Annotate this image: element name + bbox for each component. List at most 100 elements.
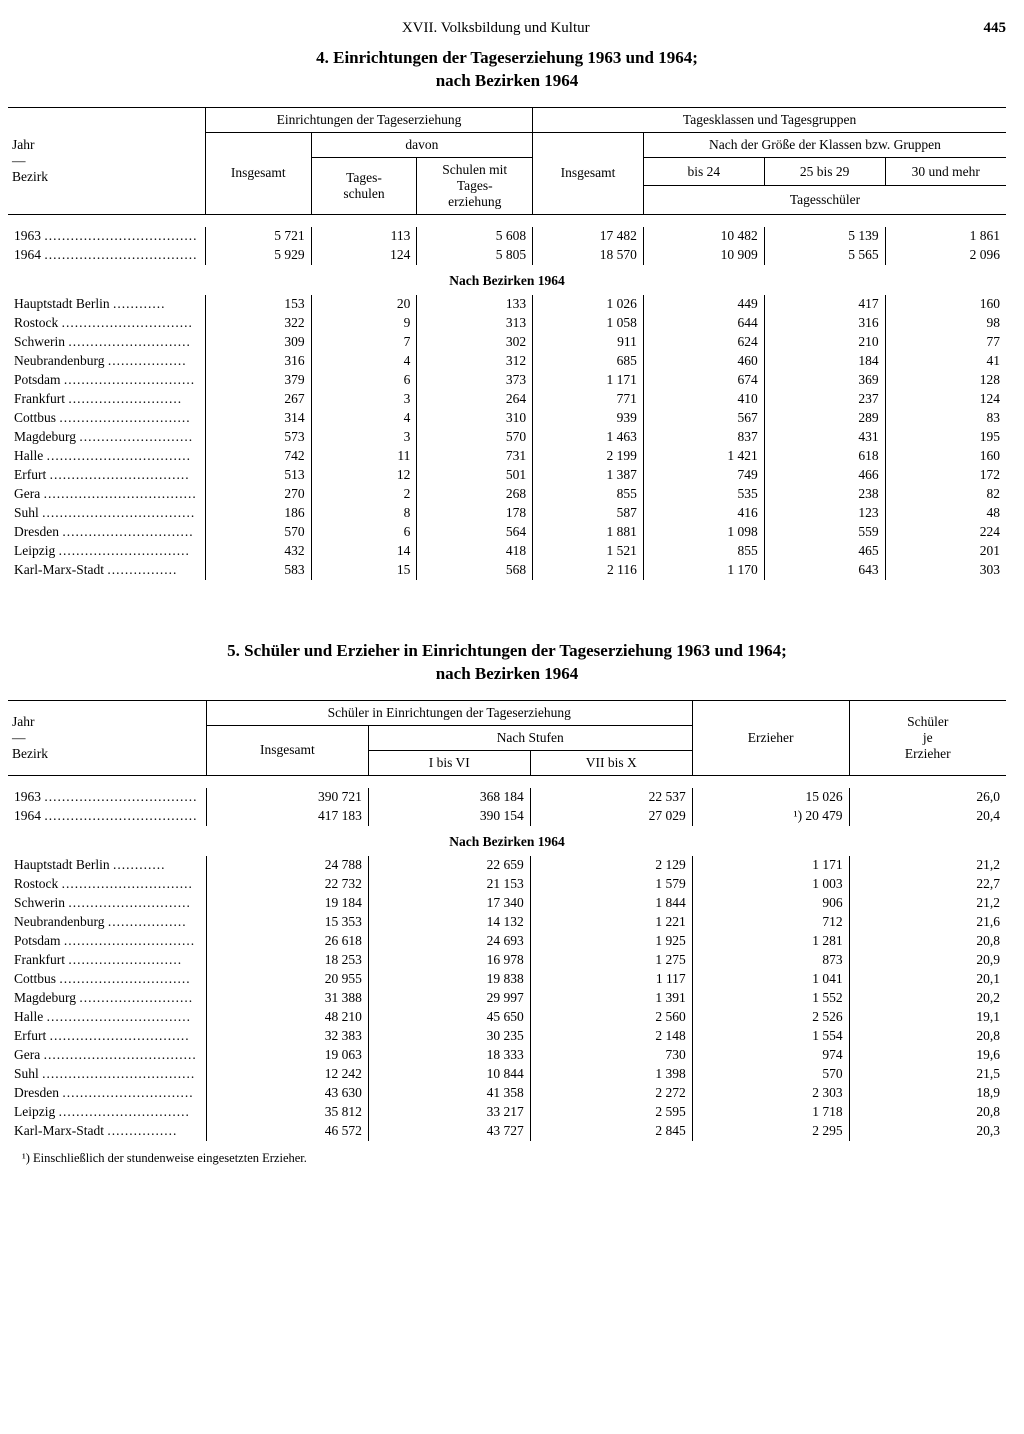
cell: 418 [417,542,533,561]
row-label: Rostock .............................. [8,875,206,894]
cell: 587 [533,504,644,523]
table-row: Dresden ..............................43… [8,1084,1006,1103]
col-schulen-mit: Schulen mit Tages- erziehung [417,157,533,214]
section-title: XVII. Volksbildung und Kultur [8,20,984,37]
cell: 465 [764,542,885,561]
cell: 18,9 [849,1084,1006,1103]
col5-stufe1: I bis VI [368,750,530,775]
table-row: Suhl ...................................… [8,1065,1006,1084]
cell: 837 [643,428,764,447]
cell: 2 595 [530,1103,692,1122]
cell: 77 [885,333,1006,352]
table-row: 1964 ...................................… [8,246,1006,265]
cell: 98 [885,314,1006,333]
cell: 267 [205,390,311,409]
row-label: Schwerin ............................ [8,333,205,352]
cell: 31 388 [206,989,368,1008]
cell: 43 630 [206,1084,368,1103]
cell: 573 [205,428,311,447]
cell: 1 058 [533,314,644,333]
row-label: Dresden .............................. [8,523,205,542]
cell: 1 398 [530,1065,692,1084]
cell: 1 041 [692,970,849,989]
cell: 643 [764,561,885,580]
cell: 855 [643,542,764,561]
cell: 48 [885,504,1006,523]
col5-jahr: Jahr [12,714,35,729]
cell: 20,8 [849,1103,1006,1122]
col-tagesschulen: Tages- schulen [311,157,417,214]
cell: 14 [311,542,417,561]
row-label: Schwerin ............................ [8,894,206,913]
col-tagesklassen: Tagesklassen und Tagesgruppen [533,107,1006,132]
cell: 416 [643,504,764,523]
col5-schueler-in: Schüler in Einrichtungen der Tageserzieh… [206,700,692,725]
cell: 674 [643,371,764,390]
cell: 22 732 [206,875,368,894]
cell: 624 [643,333,764,352]
row-label: Dresden .............................. [8,1084,206,1103]
cell: 14 132 [368,913,530,932]
row-label: Karl-Marx-Stadt ................ [8,561,205,580]
cell: 1 026 [533,295,644,314]
cell: 460 [643,352,764,371]
col-nach-groesse: Nach der Größe der Klassen bzw. Gruppen [643,132,1006,157]
cell: 3 [311,390,417,409]
col-davon: davon [311,132,533,157]
table-row: Neubrandenburg ..................15 3531… [8,913,1006,932]
table-row: 1964 ...................................… [8,807,1006,826]
cell: 1 552 [692,989,849,1008]
cell: 939 [533,409,644,428]
cell: 160 [885,295,1006,314]
table-row: 1963 ...................................… [8,788,1006,807]
cell: 12 242 [206,1065,368,1084]
page-number: 445 [984,20,1007,37]
row-label: Gera ................................... [8,1046,206,1065]
table-4-title-line2: nach Bezirken 1964 [436,71,579,90]
cell: 19,6 [849,1046,1006,1065]
cell: 35 812 [206,1103,368,1122]
table-row: Erfurt ................................5… [8,466,1006,485]
table-row: Rostock ..............................22… [8,875,1006,894]
cell: 123 [764,504,885,523]
table-row: Halle .................................7… [8,447,1006,466]
cell: 10 482 [643,227,764,246]
row-label: Rostock .............................. [8,314,205,333]
cell: 20,8 [849,1027,1006,1046]
cell: 5 721 [205,227,311,246]
cell: 19 184 [206,894,368,913]
cell: 1 117 [530,970,692,989]
table-row: Leipzig ..............................35… [8,1103,1006,1122]
table-row: Potsdam ..............................37… [8,371,1006,390]
cell: 730 [530,1046,692,1065]
table-row: Cottbus ..............................31… [8,409,1006,428]
col-tagesschueler: Tagesschüler [643,186,1006,215]
row-label: 1964 ................................... [8,246,205,265]
row-label: Hauptstadt Berlin ............ [8,856,206,875]
row-label: Neubrandenburg .................. [8,352,205,371]
cell: 1 925 [530,932,692,951]
cell: 2 526 [692,1008,849,1027]
table-row: Dresden ..............................57… [8,523,1006,542]
row-label: Frankfurt .......................... [8,951,206,970]
cell: 417 [764,295,885,314]
cell: 855 [533,485,644,504]
col5-bezirk: Bezirk [12,746,48,761]
cell: 133 [417,295,533,314]
cell: 210 [764,333,885,352]
cell: 184 [764,352,885,371]
cell: 20,8 [849,932,1006,951]
col-dash: — [12,153,26,168]
table-row: Suhl ...................................… [8,504,1006,523]
cell: 24 788 [206,856,368,875]
col-jahr: Jahr [12,137,35,152]
cell: 618 [764,447,885,466]
cell: 238 [764,485,885,504]
col5-nach-stufen: Nach Stufen [368,725,692,750]
cell: 83 [885,409,1006,428]
cell: 21,2 [849,856,1006,875]
cell: 712 [692,913,849,932]
row-label: Cottbus .............................. [8,409,205,428]
cell: 6 [311,371,417,390]
cell: 20 [311,295,417,314]
